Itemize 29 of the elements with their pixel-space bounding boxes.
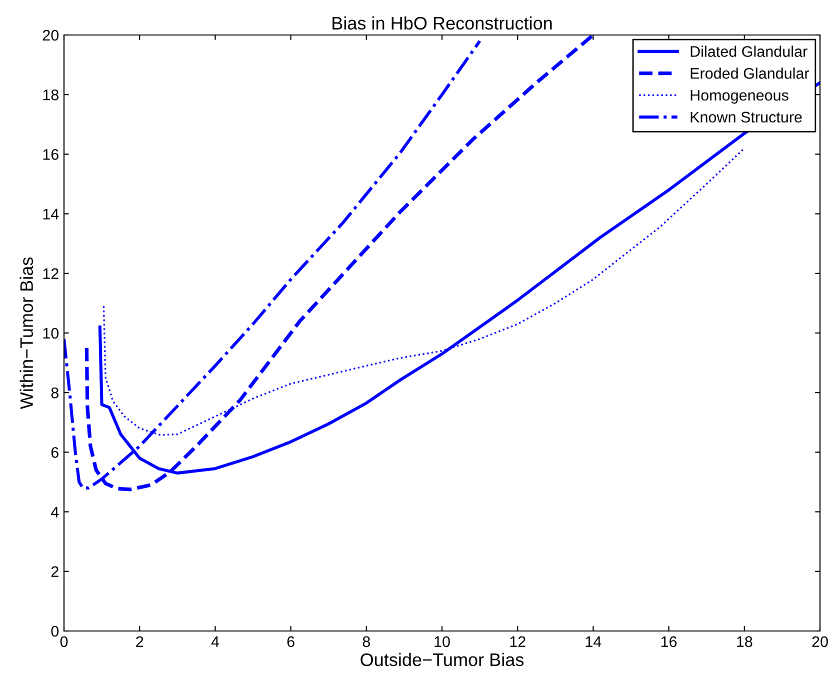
- x-tick-label: 12: [510, 636, 526, 647]
- x-tick-label: 6: [287, 636, 294, 648]
- x-tick-label: 8: [362, 636, 370, 648]
- x-tick-label: 14: [586, 636, 602, 647]
- legend-label: Dilated Glandular: [690, 46, 808, 57]
- y-tick-label: 8: [51, 387, 58, 398]
- y-tick-label: 4: [50, 506, 59, 518]
- x-tick-label: 2: [136, 636, 144, 647]
- y-tick-label: 14: [43, 208, 59, 220]
- legend-label: Homogeneous: [690, 90, 788, 104]
- x-tick-label: 20: [812, 636, 828, 648]
- y-tick-label: 18: [43, 89, 58, 100]
- x-tick-label: 0: [60, 636, 68, 648]
- y-tick-label: 0: [51, 626, 59, 637]
- legend-label: Known Structure: [690, 112, 802, 123]
- y-tick-label: 2: [51, 566, 58, 577]
- y-tick-label: 20: [42, 30, 59, 41]
- x-tick-label: 4: [211, 636, 219, 647]
- legend-label: Eroded Glandular: [690, 68, 810, 79]
- x-axis-title: Outside−Tumor Bias: [360, 652, 524, 666]
- y-tick-label: 6: [51, 447, 58, 458]
- y-axis-title: Within−Tumor Bias: [20, 257, 34, 410]
- x-tick-label: 10: [434, 636, 450, 648]
- x-tick-label: 16: [661, 636, 677, 648]
- x-tick-label: 18: [737, 636, 752, 648]
- y-tick-label: 10: [43, 328, 59, 339]
- y-tick-label: 16: [43, 149, 58, 160]
- chart-title: Bias in HbO Reconstruction: [332, 16, 552, 30]
- y-tick-label: 12: [43, 268, 58, 279]
